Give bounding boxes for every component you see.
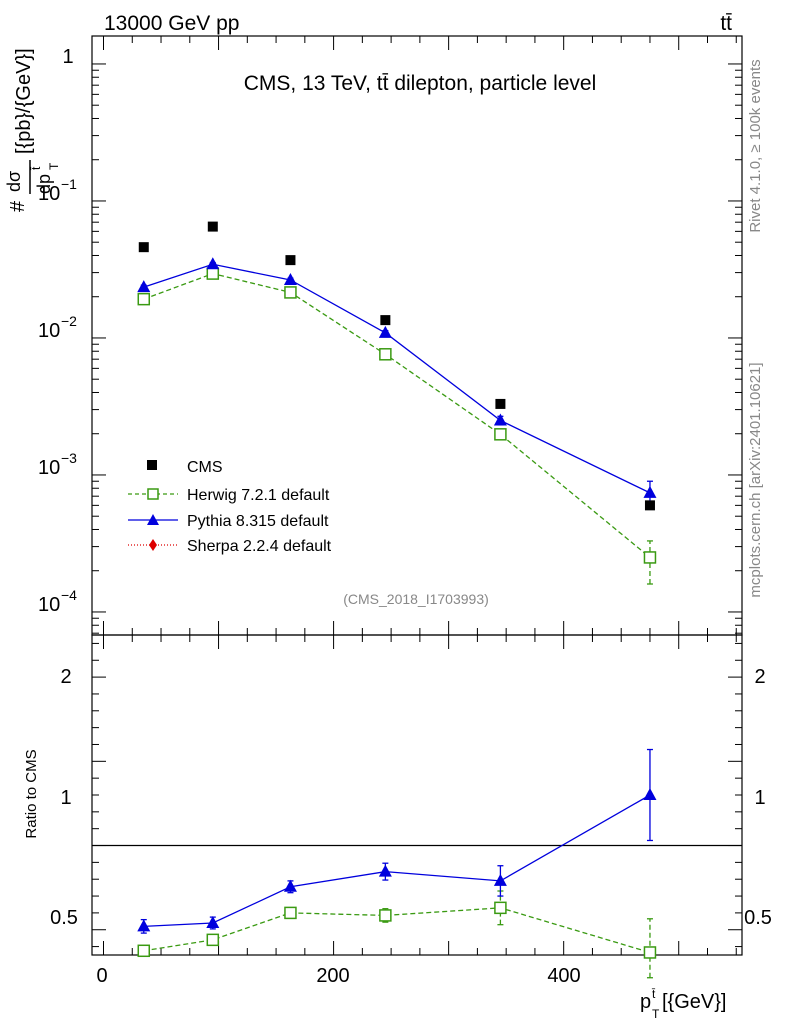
svg-text:−2: −2 [61, 313, 77, 329]
main-series-group [137, 221, 657, 585]
ratio-y-tick-05-left: 0.5 [50, 907, 78, 929]
svg-text:p: p [640, 991, 651, 1013]
svg-text:T: T [652, 1007, 660, 1021]
svg-text:t̄: t̄ [652, 987, 656, 1001]
ratio-y-tick-2-left: 2 [60, 666, 71, 688]
legend-cms-label: CMS [187, 459, 223, 476]
legend-herwig-marker [147, 488, 159, 500]
pythia-ratio-marker [493, 873, 507, 886]
herwig-ratio-marker [206, 933, 220, 947]
herwig-ratio-line [143, 907, 651, 954]
legend-herwig-label: Herwig 7.2.1 default [187, 487, 330, 504]
pythia-ratio-marker [206, 916, 220, 928]
legend-pythia-label: Pythia 8.315 default [187, 513, 329, 530]
svg-text:10: 10 [38, 320, 60, 342]
svg-text:[{pb}/{GeV}]: [{pb}/{GeV}] [13, 48, 35, 154]
pythia-ratio-line [143, 794, 651, 928]
pythia-line [143, 263, 651, 494]
y-tick-label-1e-3: 10 −3 [38, 450, 77, 479]
svg-text:[{GeV}]: [{GeV}] [662, 991, 727, 1013]
cms-data-point [380, 315, 391, 326]
chart-title: CMS, 13 TeV, tt̄ dilepton, particle leve… [244, 72, 597, 95]
pythia-ratio-marker [283, 879, 297, 892]
x-axis-label: p t̄ T [{GeV}] [640, 987, 727, 1021]
pythia-marker [206, 257, 220, 270]
analysis-watermark: (CMS_2018_I1703993) [343, 591, 489, 607]
cms-data-point [138, 242, 149, 253]
y-axis-label: # dσ dp t̄ T [{pb}/{GeV}] [4, 48, 61, 212]
herwig-ratio-marker [284, 906, 297, 920]
pythia-ratio-marker [137, 919, 151, 932]
x-tick-label-0: 0 [96, 965, 107, 987]
herwig-ratio-marker [137, 944, 151, 958]
svg-text:−3: −3 [61, 450, 77, 466]
svg-text:t̄: t̄ [29, 166, 43, 170]
svg-text:10: 10 [38, 457, 60, 479]
rivet-version-label: Rivet 4.1.0, ≥ 100k events [747, 59, 764, 232]
pythia-marker [283, 272, 297, 285]
legend: CMS Herwig 7.2.1 default Pythia 8.315 de… [128, 459, 332, 555]
legend-pythia-marker [147, 514, 159, 525]
svg-text:#: # [7, 200, 29, 212]
x-tick-label-400: 400 [547, 965, 580, 987]
svg-text:−1: −1 [61, 176, 77, 192]
herwig-marker [643, 551, 657, 564]
y-tick-label-1e-2: 10 −2 [38, 313, 77, 342]
cms-data-point [644, 500, 655, 511]
cms-data-point [495, 398, 506, 409]
ratio-y-tick-1-left: 1 [60, 787, 71, 809]
y-tick-label-1e-1: 10 −1 [38, 176, 77, 205]
herwig-ratio-marker [494, 901, 507, 915]
svg-text:10: 10 [38, 183, 60, 205]
svg-text:T: T [47, 162, 61, 170]
cms-data-point [285, 255, 296, 266]
y-tick-label-1: 1 [62, 46, 73, 68]
axis-ticks [92, 36, 742, 955]
ratio-y-tick-05-right: 0.5 [744, 907, 772, 929]
herwig-ratio-marker [643, 946, 657, 959]
mcplots-label: mcplots.cern.ch [arXiv:2401.10621] [747, 362, 764, 597]
svg-text:10: 10 [38, 594, 60, 616]
ratio-panel-frame [91, 634, 743, 956]
x-tick-label-200: 200 [316, 965, 349, 987]
legend-cms-marker [147, 460, 157, 470]
herwig-marker [494, 428, 507, 441]
herwig-marker [206, 267, 220, 280]
ratio-y-axis-label: Ratio to CMS [23, 749, 40, 838]
pythia-marker [493, 413, 507, 426]
ratio-y-tick-2-right: 2 [754, 666, 765, 688]
ratio-series-group [137, 748, 657, 979]
legend-sherpa-marker [149, 539, 157, 551]
y-tick-label-1e-4: 10 −4 [38, 587, 77, 616]
header-beam-label: 13000 GeV pp [104, 12, 239, 35]
header-process-label: tt̄ [720, 12, 732, 35]
herwig-marker [379, 348, 392, 361]
pythia-ratio-marker [643, 788, 657, 800]
pythia-marker [378, 325, 392, 338]
cms-data-point [207, 221, 218, 232]
svg-text:dp: dp [34, 174, 54, 194]
herwig-line [143, 272, 651, 558]
pythia-marker [137, 280, 151, 293]
svg-text:−4: −4 [61, 587, 77, 603]
herwig-marker [137, 292, 151, 306]
herwig-ratio-marker [379, 909, 392, 922]
svg-text:dσ: dσ [4, 171, 24, 192]
pythia-marker [643, 485, 657, 498]
legend-sherpa-label: Sherpa 2.2.4 default [187, 538, 332, 555]
ratio-y-tick-1-right: 1 [754, 787, 765, 809]
pythia-ratio-marker [378, 864, 392, 877]
herwig-marker [284, 286, 297, 299]
